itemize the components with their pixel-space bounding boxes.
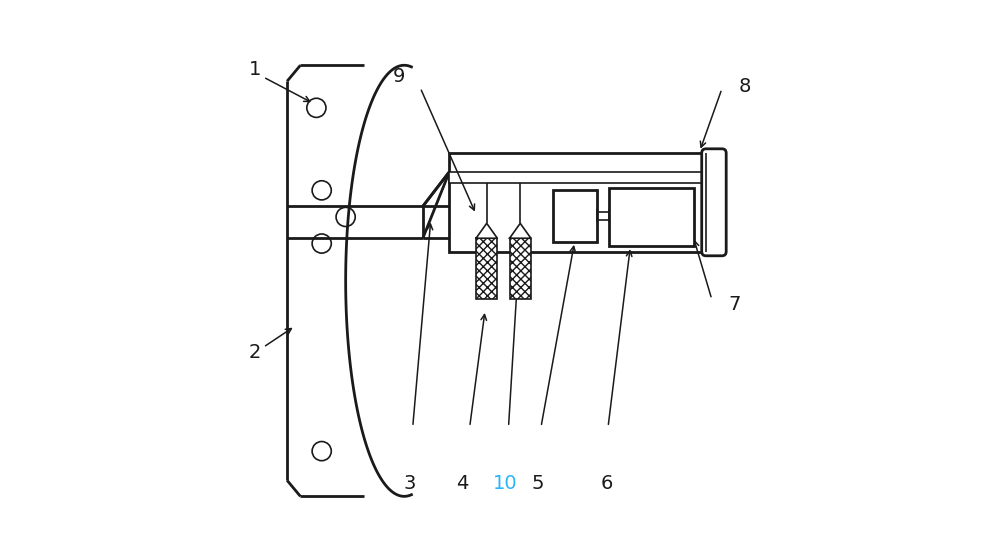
Text: 2: 2: [249, 343, 261, 362]
Text: 6: 6: [600, 473, 613, 493]
Bar: [449, 153, 716, 251]
Bar: [510, 238, 531, 300]
Polygon shape: [476, 223, 497, 238]
Text: 7: 7: [728, 295, 740, 314]
Text: 10: 10: [493, 473, 518, 493]
Polygon shape: [510, 223, 531, 238]
Text: 5: 5: [531, 473, 544, 493]
Text: 4: 4: [457, 473, 469, 493]
Bar: [449, 172, 716, 184]
Text: 9: 9: [393, 67, 405, 87]
FancyBboxPatch shape: [702, 149, 726, 256]
Bar: [476, 238, 497, 300]
Bar: [553, 190, 597, 242]
Text: 8: 8: [739, 77, 751, 96]
Text: 3: 3: [403, 473, 416, 493]
Text: 1: 1: [249, 60, 261, 79]
Bar: [609, 188, 694, 246]
